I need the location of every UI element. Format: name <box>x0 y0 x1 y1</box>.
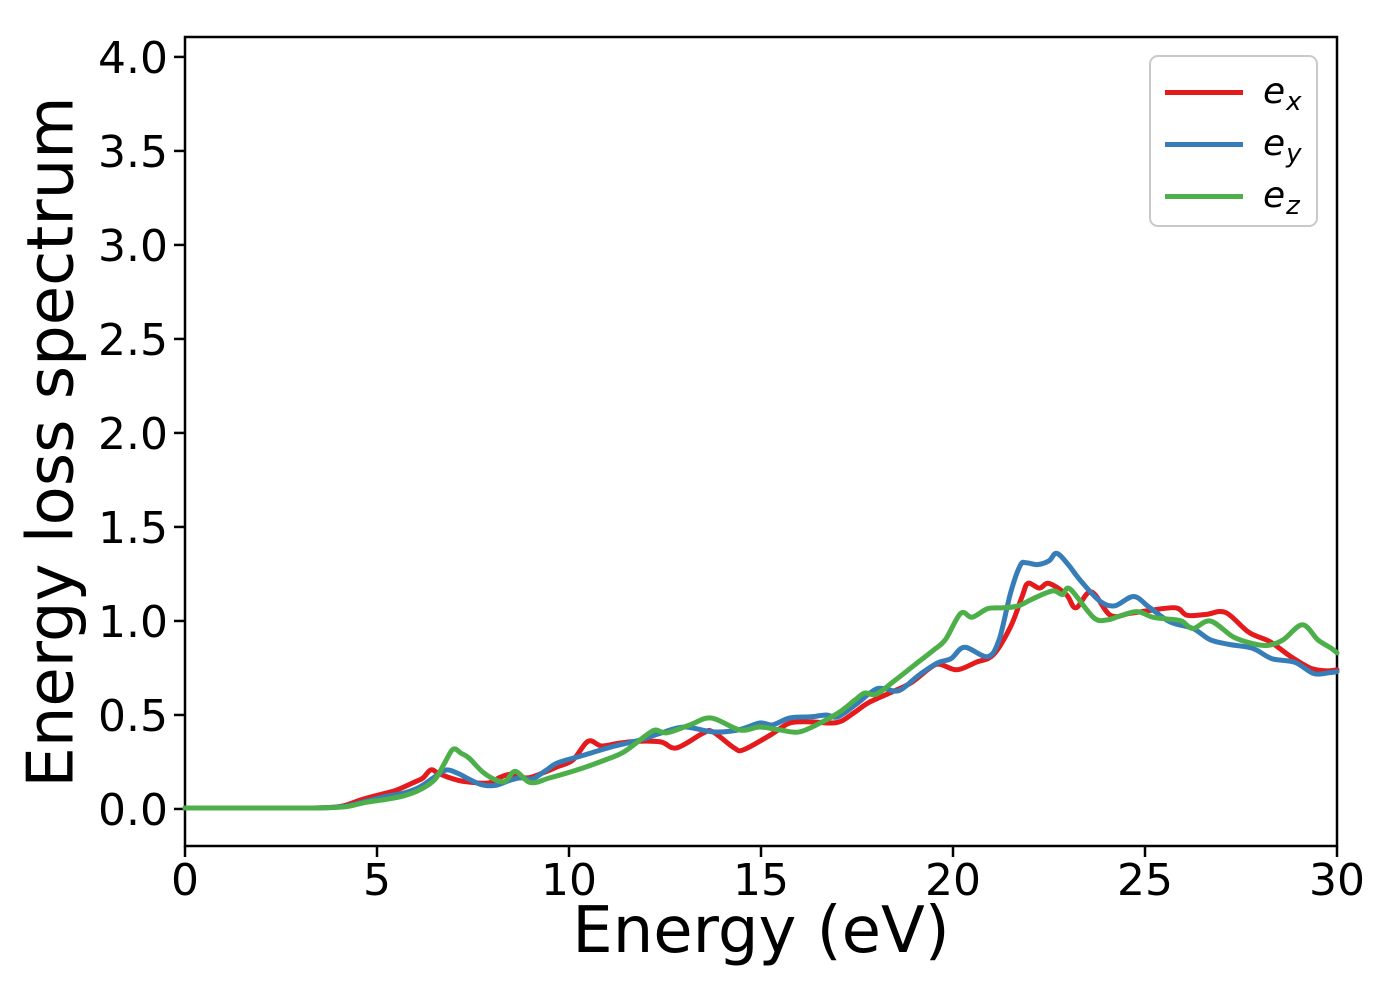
y-tick-label: 1.5 <box>98 503 168 554</box>
legend-label-ez: ez <box>1263 175 1300 221</box>
legend-label-ey: ey <box>1263 123 1302 169</box>
legend-entry-ex[interactable]: ex <box>1165 66 1316 118</box>
x-axis-label: Energy (eV) <box>572 894 950 968</box>
y-tick-label: 3.0 <box>98 221 168 272</box>
y-tick-label: 2.0 <box>98 409 168 460</box>
legend-entry-ey[interactable]: ey <box>1165 118 1316 170</box>
x-tick-label: 30 <box>1309 855 1365 906</box>
y-axis-label: Energy loss spectrum <box>14 96 89 788</box>
y-tick-label: 3.5 <box>98 127 168 178</box>
legend-line-ey <box>1165 141 1243 147</box>
x-tick-label: 20 <box>925 855 981 906</box>
y-tick-label: 2.5 <box>98 315 168 366</box>
y-tick-label: 1.0 <box>98 597 168 648</box>
x-tick-label: 25 <box>1117 855 1173 906</box>
x-tick-label: 5 <box>363 855 391 906</box>
legend: ex ey ez <box>1149 55 1318 227</box>
legend-line-ez <box>1165 193 1243 199</box>
curve-e_z <box>182 585 1340 811</box>
legend-entry-ez[interactable]: ez <box>1165 170 1316 222</box>
legend-label-ex: ex <box>1263 71 1302 117</box>
y-tick-label: 0.0 <box>98 785 168 836</box>
y-tick-label: 4.0 <box>98 33 168 84</box>
x-tick-label: 0 <box>171 855 199 906</box>
x-tick-label: 10 <box>541 855 597 906</box>
x-tick-label: 15 <box>733 855 789 906</box>
legend-line-ex <box>1165 89 1243 95</box>
y-tick-label: 0.5 <box>98 691 168 742</box>
curve-e_y <box>182 550 1340 811</box>
